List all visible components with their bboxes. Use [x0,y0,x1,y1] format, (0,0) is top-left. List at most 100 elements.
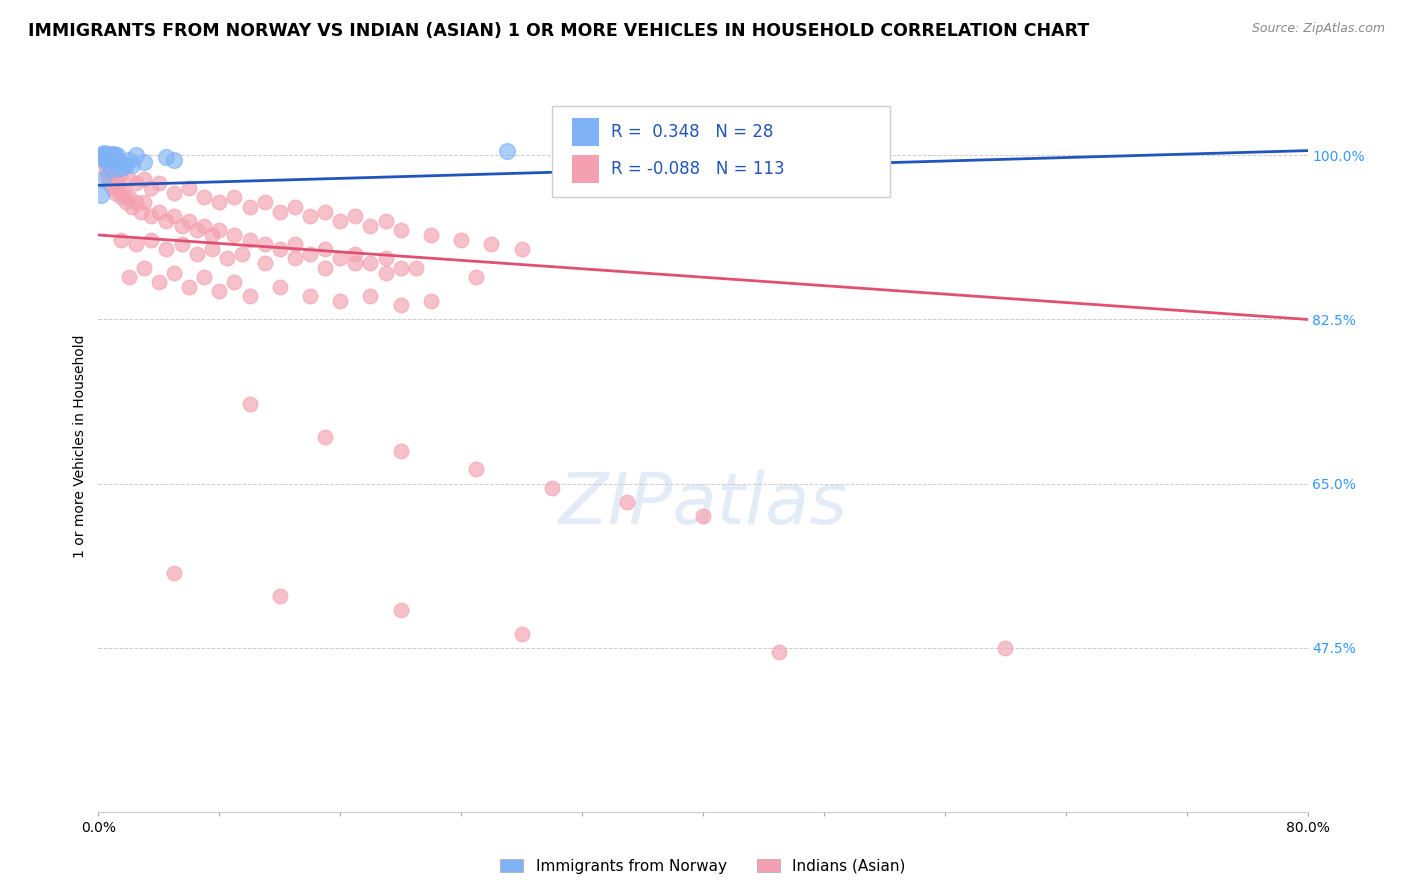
Point [284,237,307,252]
Point [100,150,122,164]
Point [129,204,152,219]
Point [481,237,503,252]
Point [224,227,246,242]
Point [405,260,427,275]
Point [94,162,117,177]
Point [389,223,412,237]
Point [389,298,412,312]
Point [253,237,276,252]
Point [224,190,246,204]
Point [201,227,224,242]
Point [389,603,412,617]
Point [284,252,307,266]
Point [329,214,352,228]
Point [253,256,276,270]
Point [125,148,148,162]
Point [98,177,121,191]
Point [201,242,224,256]
Point [104,149,127,163]
Point [170,237,193,252]
Point [163,153,186,167]
Point [314,242,336,256]
Point [208,195,231,210]
Point [100,167,122,181]
Y-axis label: 1 or more Vehicles in Household: 1 or more Vehicles in Household [73,334,87,558]
Text: IMMIGRANTS FROM NORWAY VS INDIAN (ASIAN) 1 OR MORE VEHICLES IN HOUSEHOLD CORRELA: IMMIGRANTS FROM NORWAY VS INDIAN (ASIAN)… [28,22,1090,40]
Point [231,246,253,260]
Point [103,156,125,170]
Point [96,154,118,169]
Point [110,233,132,247]
Point [132,260,155,275]
Point [111,160,134,174]
Point [110,190,132,204]
Point [186,223,208,237]
Point [269,242,291,256]
Point [100,162,122,177]
Point [329,252,352,266]
Point [125,237,148,252]
Bar [572,119,599,146]
Point [616,495,638,509]
Text: ZIPatlas: ZIPatlas [558,470,848,539]
Point [107,162,129,177]
Point [299,289,322,303]
Point [90,148,112,162]
Point [118,190,141,204]
Point [465,462,488,476]
Point [110,156,132,170]
Point [100,160,122,174]
Point [132,154,155,169]
Text: R = -0.088   N = 113: R = -0.088 N = 113 [612,160,785,178]
Point [374,252,396,266]
Point [107,181,129,195]
Point [284,200,307,214]
Point [510,626,533,640]
Point [299,209,322,223]
Point [344,209,367,223]
Point [93,153,115,167]
Point [215,252,238,266]
Point [314,204,336,219]
Point [148,275,170,289]
Point [103,147,125,161]
Point [118,270,141,285]
Point [360,219,382,233]
Point [374,266,396,280]
Point [179,181,201,195]
Point [186,246,208,260]
Point [90,187,112,202]
Point [994,640,1017,655]
Point [101,181,124,195]
Point [179,214,201,228]
Point [193,219,215,233]
Text: R =  0.348   N = 28: R = 0.348 N = 28 [612,123,773,141]
Point [495,144,517,158]
Point [163,266,186,280]
Legend: Immigrants from Norway, Indians (Asian): Immigrants from Norway, Indians (Asian) [495,853,911,880]
Point [91,171,114,186]
Point [253,195,276,210]
Point [344,256,367,270]
Point [465,270,488,285]
Point [112,186,135,200]
Point [768,645,790,659]
Point [692,509,714,524]
Point [105,148,128,162]
Point [163,209,186,223]
Point [103,171,125,186]
Point [329,293,352,308]
Point [101,148,124,162]
Point [193,190,215,204]
Point [148,177,170,191]
Point [314,429,336,443]
Point [94,158,117,172]
Bar [572,155,599,183]
Point [155,150,177,164]
Point [141,233,163,247]
Point [314,260,336,275]
Point [98,147,121,161]
Text: Source: ZipAtlas.com: Source: ZipAtlas.com [1251,22,1385,36]
Point [193,270,215,285]
Point [239,289,262,303]
